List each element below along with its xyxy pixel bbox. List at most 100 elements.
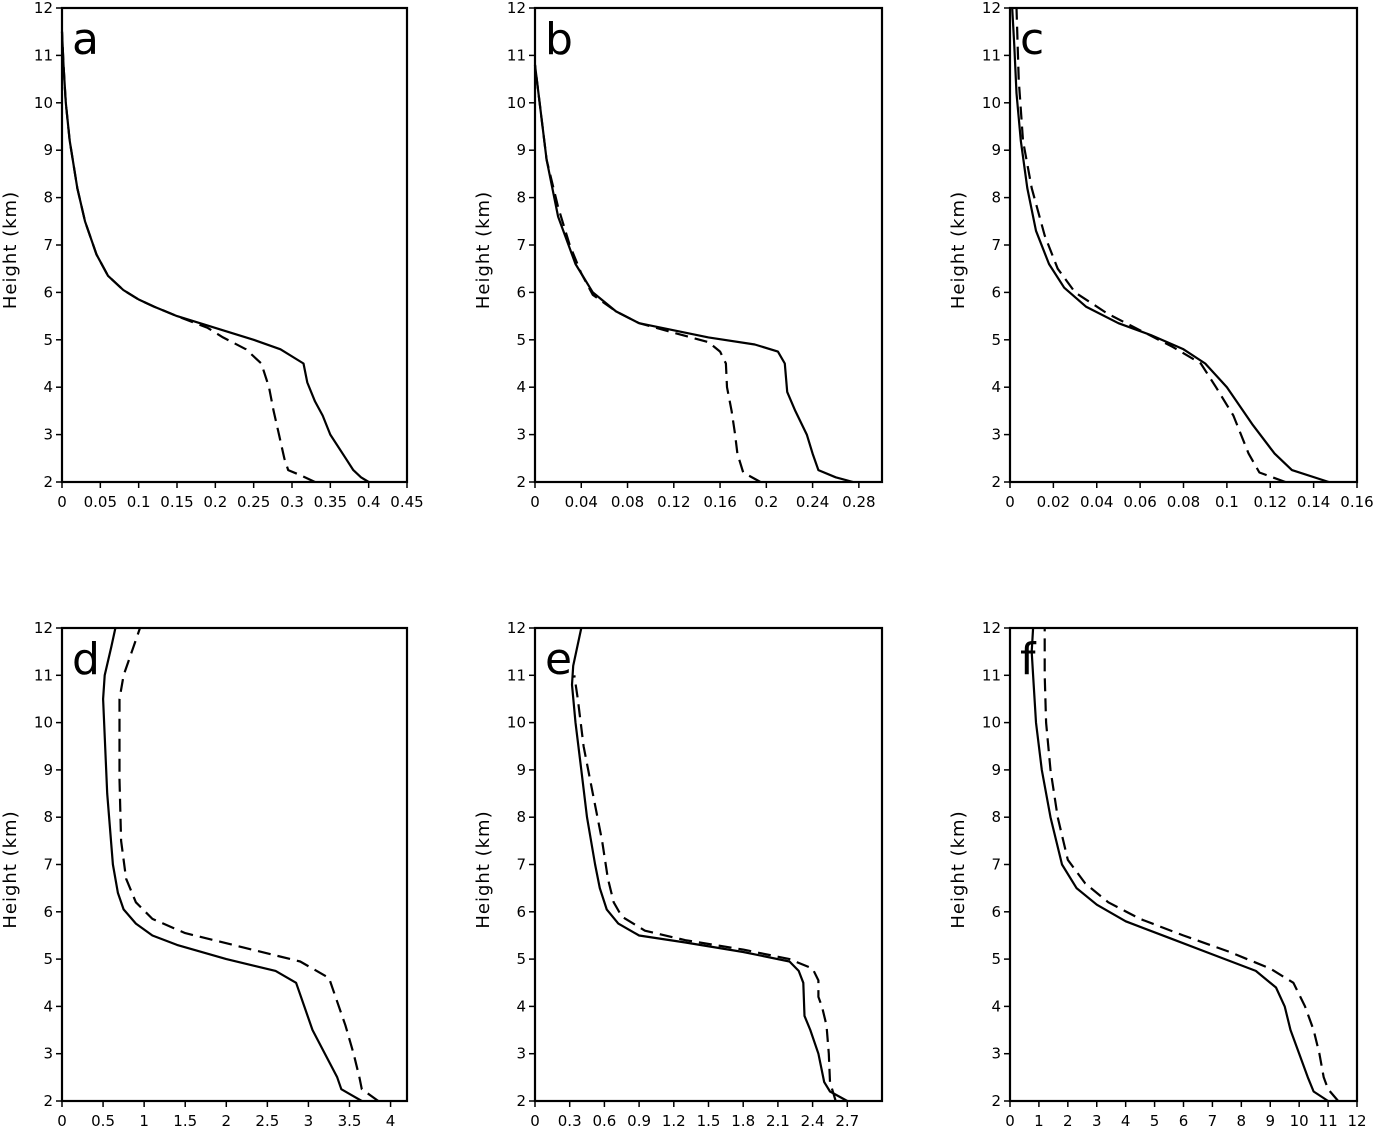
x-tick-label: 0.2 <box>203 493 227 511</box>
y-tick-label: 9 <box>516 761 526 779</box>
y-tick-label: 4 <box>991 378 1001 396</box>
y-axis-label: Height (km) <box>0 810 21 928</box>
y-tick-label: 11 <box>507 46 526 64</box>
x-tick-label: 0.3 <box>558 1112 582 1130</box>
y-tick-label: 5 <box>43 331 53 349</box>
panel-label: e <box>545 634 572 685</box>
y-tick-label: 4 <box>516 997 526 1015</box>
x-tick-label: 3 <box>304 1112 314 1130</box>
x-tick-label: 2 <box>1063 1112 1073 1130</box>
x-tick-label: 9 <box>1265 1112 1275 1130</box>
y-tick-label: 2 <box>516 1092 526 1110</box>
y-tick-label: 4 <box>516 378 526 396</box>
y-tick-label: 2 <box>516 473 526 491</box>
x-tick-label: 0.04 <box>565 493 598 511</box>
y-tick-label: 2 <box>43 1092 53 1110</box>
series-line-solid <box>533 64 854 484</box>
x-tick-label: 0.16 <box>1340 493 1373 511</box>
series-line-dashed <box>60 31 316 483</box>
x-tick-label: 0.24 <box>796 493 829 511</box>
y-tick-label: 10 <box>982 94 1001 112</box>
x-tick-label: 0.1 <box>1215 493 1239 511</box>
series-line-solid <box>1030 627 1329 1102</box>
y-tick-label: 6 <box>991 903 1001 921</box>
panel-d: 0 0.5 1 1.5 2 2.5 3 3.5 4 2 3 4 5 6 7 8 9 10 11 12 Height (k… <box>0 619 409 1130</box>
x-tick-label: 0.2 <box>754 493 778 511</box>
y-tick-label: 10 <box>34 714 53 732</box>
y-axis-label: Height (km) <box>473 810 494 928</box>
y-tick-label: 5 <box>43 950 53 968</box>
x-tick-label: 2.7 <box>835 1112 859 1130</box>
y-tick-label: 10 <box>34 94 53 112</box>
x-tick-label: 0 <box>530 493 540 511</box>
x-tick-label: 0.4 <box>357 493 381 511</box>
x-tick-label: 11 <box>1319 1112 1338 1130</box>
x-tick-label: 0.5 <box>91 1112 115 1130</box>
x-tick-label: 0.12 <box>1254 493 1287 511</box>
y-tick-label: 8 <box>43 189 53 207</box>
series-line-dashed <box>573 675 837 1102</box>
x-tick-label: 7 <box>1208 1112 1218 1130</box>
x-tick-label: 1 <box>1034 1112 1044 1130</box>
y-tick-label: 12 <box>982 0 1001 17</box>
panel-label: c <box>1020 14 1044 65</box>
y-tick-label: 9 <box>991 141 1001 159</box>
x-tick-label: 1.8 <box>731 1112 755 1130</box>
panel-label: b <box>545 14 573 65</box>
x-tick-label: 1.5 <box>173 1112 197 1130</box>
y-tick-label: 2 <box>43 473 53 491</box>
series-line-dashed <box>533 64 762 483</box>
x-tick-label: 5 <box>1150 1112 1160 1130</box>
x-tick-label: 0 <box>1005 1112 1015 1130</box>
x-tick-label: 4 <box>1121 1112 1131 1130</box>
x-tick-label: 2.4 <box>801 1112 825 1130</box>
y-tick-label: 6 <box>43 903 53 921</box>
y-tick-label: 3 <box>991 1045 1001 1063</box>
x-tick-label: 0.35 <box>314 493 347 511</box>
y-tick-label: 11 <box>982 666 1001 684</box>
y-tick-label: 9 <box>516 141 526 159</box>
y-tick-label: 8 <box>991 189 1001 207</box>
y-tick-label: 2 <box>991 1092 1001 1110</box>
y-tick-label: 8 <box>991 808 1001 826</box>
series-line-dashed <box>118 627 379 1102</box>
panel-e: 0 0.3 0.6 0.9 1.2 1.5 1.8 2.1 2.4 2.7 2 3 4 5 6 7 8 9 10 11… <box>473 619 884 1130</box>
x-tick-label: 0.1 <box>127 493 151 511</box>
x-tick-label: 3.5 <box>338 1112 362 1130</box>
x-tick-label: 0.28 <box>842 493 875 511</box>
x-tick-label: 2 <box>222 1112 232 1130</box>
y-tick-label: 12 <box>982 619 1001 637</box>
y-tick-label: 5 <box>991 331 1001 349</box>
x-tick-label: 6 <box>1179 1112 1189 1130</box>
y-tick-label: 7 <box>516 856 526 874</box>
x-tick-label: 0.9 <box>627 1112 651 1130</box>
x-tick-label: 3 <box>1092 1112 1102 1130</box>
x-tick-label: 2.1 <box>766 1112 790 1130</box>
y-tick-label: 8 <box>43 808 53 826</box>
x-tick-label: 1.2 <box>662 1112 686 1130</box>
y-tick-label: 11 <box>982 46 1001 64</box>
y-tick-label: 8 <box>516 189 526 207</box>
y-tick-label: 11 <box>34 46 53 64</box>
x-tick-label: 0.15 <box>160 493 193 511</box>
y-tick-label: 3 <box>43 1045 53 1063</box>
panel-label: a <box>72 14 99 65</box>
y-tick-label: 10 <box>507 714 526 732</box>
series-line-solid <box>1011 7 1330 484</box>
y-tick-label: 7 <box>43 236 53 254</box>
y-tick-label: 2 <box>991 473 1001 491</box>
x-tick-label: 0.05 <box>84 493 117 511</box>
x-tick-label: 0.25 <box>237 493 270 511</box>
x-tick-label: 0.12 <box>657 493 690 511</box>
plot-frame <box>533 626 884 1103</box>
y-tick-label: 10 <box>507 94 526 112</box>
y-tick-label: 9 <box>43 761 53 779</box>
x-tick-label: 0.14 <box>1297 493 1330 511</box>
y-tick-label: 5 <box>991 950 1001 968</box>
y-tick-label: 4 <box>43 378 53 396</box>
x-tick-label: 1.5 <box>697 1112 721 1130</box>
x-tick-label: 0.3 <box>280 493 304 511</box>
y-tick-label: 6 <box>516 903 526 921</box>
x-tick-label: 0.08 <box>1167 493 1200 511</box>
panel-a: 0 0.05 0.1 0.15 0.2 0.25 0.3 0.35 0.4 0.45 2 3 4 5 6 7 8… <box>0 0 424 511</box>
